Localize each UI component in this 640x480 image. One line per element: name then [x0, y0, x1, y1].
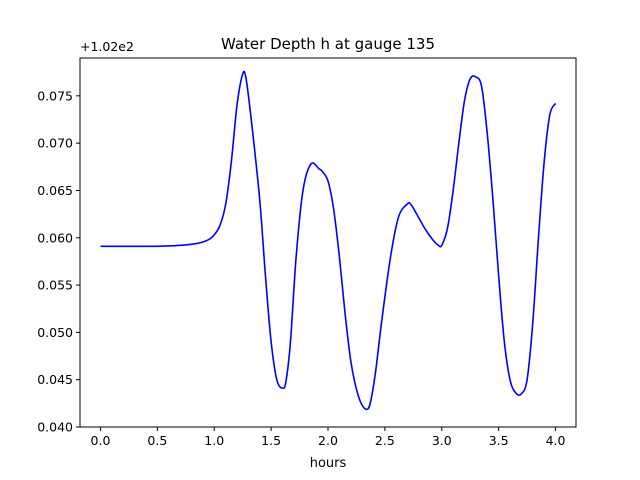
y-tick-label: 0.055: [37, 278, 73, 293]
y-tick-label: 0.075: [37, 88, 73, 103]
x-tick-label: 3.0: [432, 433, 452, 448]
plot-area: 0.0 0.5 1.0 1.5 2.0 2.5 3.0 3.5 4.0 0.0400.0450.…: [37, 57, 577, 448]
y-axis: 0.040 0.045 0.050 0.055 0.060 0.065 0.070 0.075: [37, 88, 80, 435]
x-tick-label: 1.5: [261, 433, 281, 448]
chart-title: Water Depth h at gauge 135: [221, 35, 435, 53]
y-tick-label: 0.040: [37, 420, 73, 435]
x-axis: 0.0 0.5 1.0 1.5 2.0 2.5 3.0 3.5 4.0: [91, 427, 566, 448]
x-tick-label: 4.0: [546, 433, 566, 448]
x-tick-label: 2.5: [375, 433, 395, 448]
x-tick-label: 2.0: [318, 433, 338, 448]
x-tick-label: 3.5: [489, 433, 509, 448]
y-axis-offset-label: +1.02e2: [80, 39, 134, 54]
y-tick-label: 0.070: [37, 136, 73, 151]
x-tick-label: 0.5: [147, 433, 167, 448]
y-tick-label: 0.045: [37, 372, 73, 387]
y-tick-label: 0.050: [37, 325, 73, 340]
y-tick-label: 0.060: [37, 230, 73, 245]
x-tick-label: 1.0: [204, 433, 224, 448]
x-tick-label: 0.0: [91, 433, 111, 448]
x-axis-label: hours: [310, 456, 347, 471]
series-line: [100, 70, 557, 411]
y-tick-label: 0.065: [37, 183, 73, 198]
